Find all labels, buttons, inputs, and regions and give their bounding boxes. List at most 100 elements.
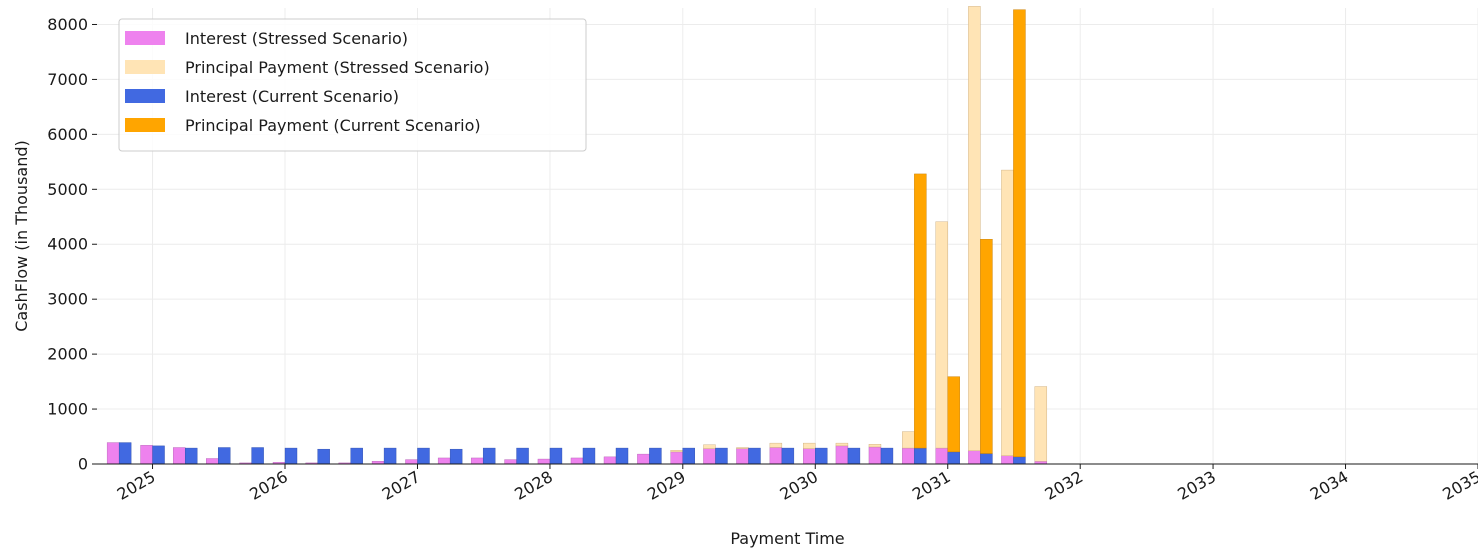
bar-interest-stressed — [437, 457, 451, 465]
bar-interest-current — [218, 447, 231, 465]
bar-interest-stressed — [172, 447, 186, 465]
bar-interest-current — [781, 447, 795, 465]
y-tick-label: 3000 — [47, 290, 88, 309]
bar-interest-current — [482, 447, 496, 465]
bar-interest-current — [615, 447, 629, 465]
x-tick-label: 2026 — [246, 467, 291, 504]
legend: Interest (Stressed Scenario) Principal Pa… — [118, 18, 587, 152]
bar-interest-stressed — [537, 458, 551, 465]
bar-interest-stressed — [769, 447, 783, 465]
bar-principal-stressed — [803, 442, 816, 449]
bar-interest-current — [350, 447, 363, 465]
bar-interest-stressed — [603, 456, 617, 465]
legend-swatch — [125, 31, 165, 45]
bar-principal-stressed — [902, 431, 915, 449]
bar-interest-stressed — [736, 448, 749, 465]
legend-label: Principal Payment (Stressed Scenario) — [185, 58, 490, 77]
bar-principal-stressed — [835, 442, 849, 447]
bar-principal-stressed — [1001, 169, 1014, 456]
bar-interest-stressed — [206, 458, 219, 465]
x-tick-label: 2033 — [1174, 467, 1219, 504]
bar-interest-current — [184, 447, 198, 465]
bar-principal-stressed — [968, 6, 981, 452]
legend-swatch — [125, 118, 165, 132]
bar-interest-stressed — [570, 457, 584, 465]
bar-interest-current — [682, 447, 695, 465]
y-tick-label: 0 — [78, 455, 88, 474]
bar-principal-stressed — [868, 444, 882, 448]
bar-interest-stressed — [405, 459, 418, 465]
bar-principal-stressed — [670, 450, 683, 453]
y-tick-label: 4000 — [47, 235, 88, 254]
x-axis: 2025 2026 2027 2028 2029 2030 2031 2032 2033 2034… — [114, 464, 1478, 504]
bar-interest-current — [516, 447, 529, 465]
bar-interest-stressed — [902, 447, 915, 465]
x-tick-label: 2027 — [379, 467, 424, 504]
legend-label: Interest (Stressed Scenario) — [185, 29, 408, 48]
bar-interest-stressed — [968, 450, 981, 465]
bar-interest-current — [317, 448, 330, 465]
bar-principal-current — [947, 376, 960, 453]
bar-interest-current — [1013, 456, 1026, 465]
bar-interest-current — [417, 447, 430, 465]
x-tick-label: 2032 — [1041, 467, 1086, 504]
y-tick-label: 7000 — [47, 70, 88, 89]
bar-principal-stressed — [769, 442, 783, 448]
bar-principal-current — [980, 239, 993, 454]
bar-principal-stressed — [935, 221, 948, 449]
x-tick-label: 2034 — [1307, 467, 1352, 504]
x-tick-label: 2028 — [511, 467, 556, 504]
x-tick-label: 2025 — [114, 467, 159, 504]
legend-swatch — [125, 60, 165, 74]
bar-interest-current — [947, 451, 960, 465]
bar-principal-current — [914, 173, 927, 449]
bars — [106, 6, 1048, 465]
y-axis-title: CashFlow (in Thousand) — [12, 140, 31, 332]
bar-principal-stressed — [1034, 386, 1048, 462]
x-tick-label: 2029 — [644, 467, 689, 504]
legend-label: Interest (Current Scenario) — [185, 87, 399, 106]
bar-interest-current — [251, 447, 264, 465]
bar-interest-current — [715, 447, 728, 465]
y-tick-label: 2000 — [47, 345, 88, 364]
bar-interest-current — [748, 447, 761, 465]
bar-interest-current — [383, 447, 397, 465]
x-axis-title: Payment Time — [730, 529, 844, 548]
bar-interest-stressed — [106, 442, 120, 465]
y-tick-label: 5000 — [47, 180, 88, 199]
legend-swatch — [125, 89, 165, 103]
bar-interest-stressed — [504, 459, 517, 465]
x-tick-label: 2031 — [909, 467, 954, 504]
bar-principal-stressed — [736, 447, 749, 449]
bar-interest-stressed — [703, 448, 716, 465]
legend-label: Principal Payment (Current Scenario) — [185, 116, 481, 135]
y-axis: 0 1000 2000 3000 4000 5000 6000 7000 8000 — [47, 15, 97, 474]
bar-interest-stressed — [670, 451, 683, 465]
bar-interest-current — [847, 447, 861, 465]
bar-interest-current — [118, 442, 132, 465]
bar-interest-stressed — [835, 445, 849, 465]
bar-interest-current — [549, 447, 563, 465]
bar-principal-current — [1013, 9, 1026, 458]
bar-interest-stressed — [1001, 455, 1014, 465]
bar-interest-stressed — [803, 448, 816, 465]
bar-principal-stressed — [703, 444, 716, 449]
bar-interest-current — [449, 448, 463, 465]
bar-interest-current — [815, 447, 828, 465]
bar-interest-current — [649, 447, 662, 465]
bar-interest-current — [980, 453, 993, 465]
y-tick-label: 8000 — [47, 15, 88, 34]
y-tick-label: 6000 — [47, 125, 88, 144]
bar-interest-current — [152, 445, 165, 465]
bar-interest-current — [914, 447, 927, 465]
y-tick-label: 1000 — [47, 400, 88, 419]
x-tick-label: 2030 — [777, 467, 822, 504]
bar-interest-current — [582, 447, 596, 465]
legend-frame — [118, 18, 587, 152]
bar-interest-stressed — [868, 446, 882, 465]
bar-interest-stressed — [935, 447, 948, 465]
bar-interest-stressed — [637, 453, 650, 465]
bar-interest-stressed — [140, 445, 153, 465]
bar-interest-stressed — [470, 457, 484, 465]
